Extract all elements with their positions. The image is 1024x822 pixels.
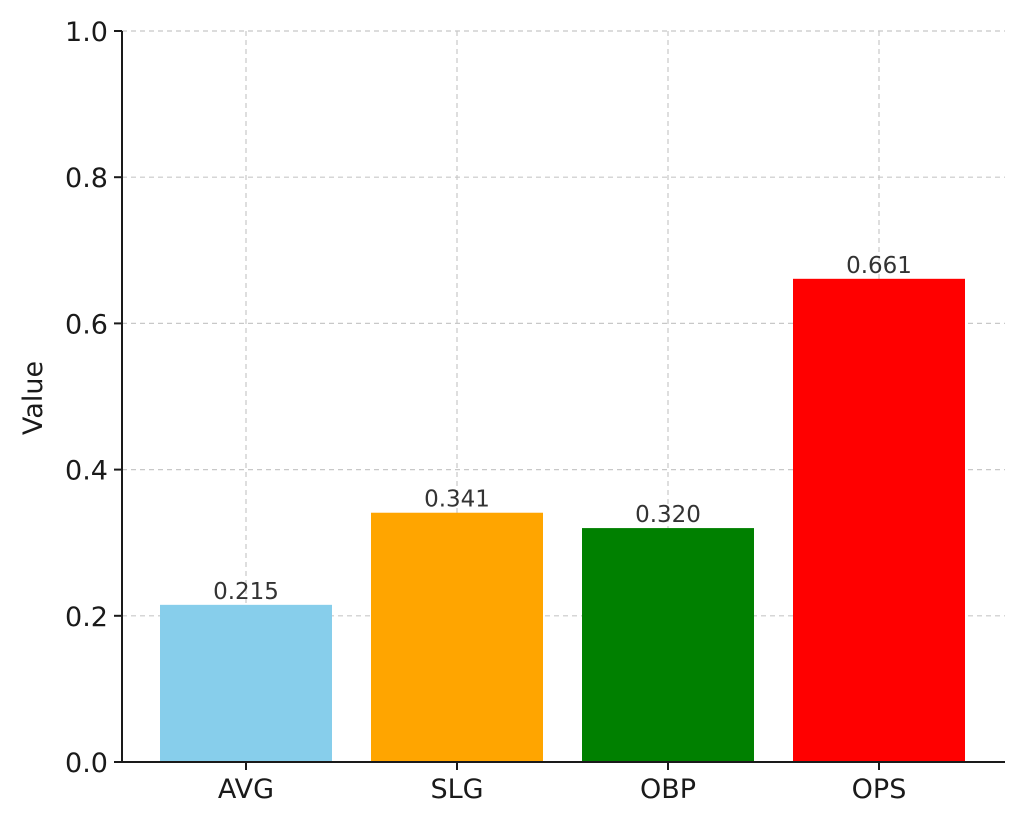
data-labels: 0.215 0.341 0.320 0.661 [213, 253, 912, 605]
bar-obp [582, 528, 754, 762]
x-tick-label: OBP [640, 774, 696, 805]
bar-avg [160, 604, 332, 762]
bar-ops [793, 278, 965, 762]
bar-slg [371, 512, 543, 762]
y-tick-label: 0.8 [65, 163, 108, 194]
data-label-avg: 0.215 [213, 579, 279, 605]
y-tick-label: 1.0 [65, 17, 108, 48]
grid-lines [122, 30, 1005, 762]
y-tick-label: 0.2 [65, 602, 108, 633]
x-tick-label: OPS [852, 774, 907, 805]
axes: 0.0 0.2 0.4 0.6 0.8 1.0 AVG SLG OBP OPS [65, 17, 1005, 805]
data-label-obp: 0.320 [635, 502, 701, 528]
bars [160, 278, 965, 762]
y-tick-label: 0.0 [65, 748, 108, 779]
x-tick-label: AVG [218, 774, 274, 805]
x-tick-label: SLG [430, 774, 483, 805]
data-label-slg: 0.341 [424, 487, 490, 513]
y-axis-label: Value [18, 361, 49, 435]
data-label-ops: 0.661 [846, 253, 912, 279]
y-tick-label: 0.6 [65, 309, 108, 340]
y-tick-label: 0.4 [65, 456, 108, 487]
